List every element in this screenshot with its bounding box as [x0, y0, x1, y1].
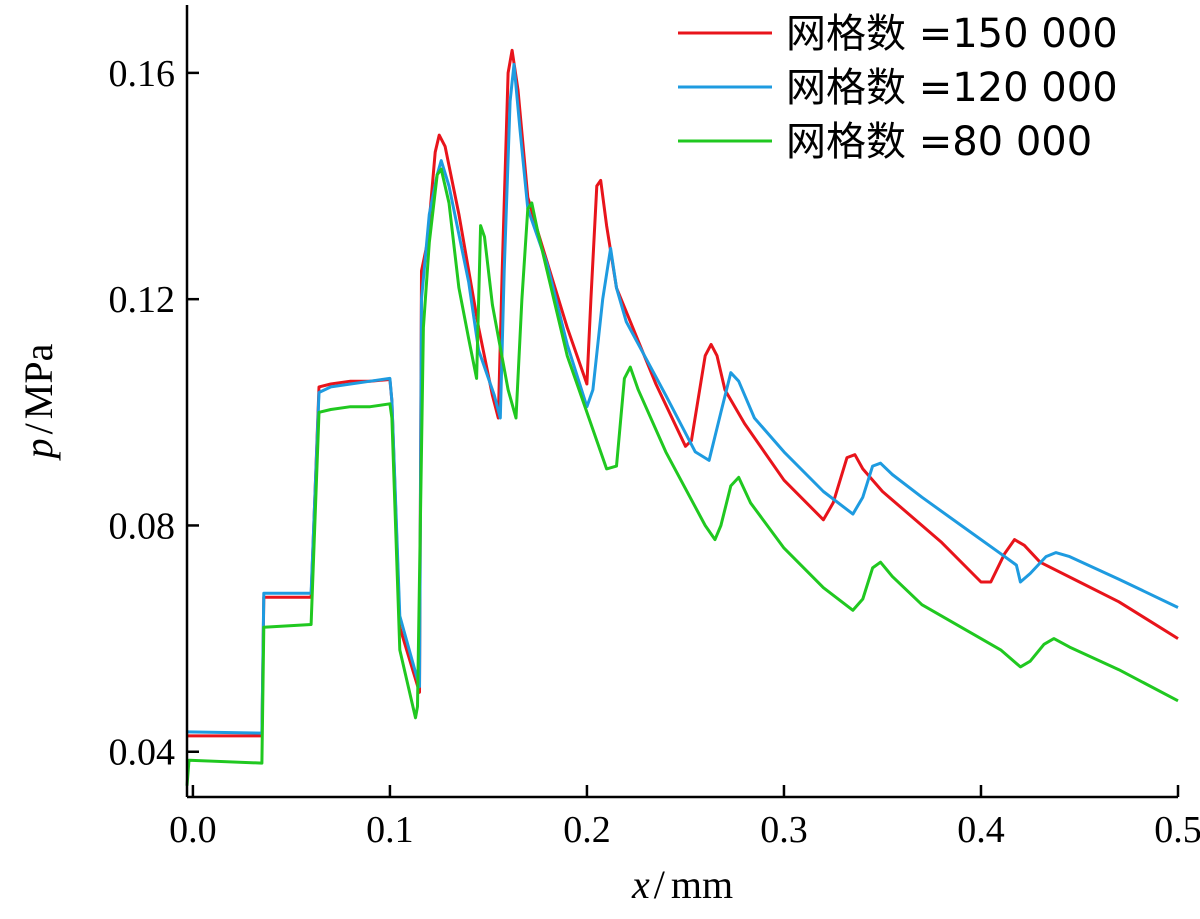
- x-axis-variable: x: [631, 862, 650, 907]
- x-tick-label: 0.0: [169, 809, 217, 851]
- x-axis-title: x / mm: [631, 862, 733, 907]
- legend: 网格数 =150 000 网格数 =120 000 网格数 =80 000: [678, 11, 1118, 165]
- series-line-3: [185, 167, 1179, 786]
- y-axis-title: p / MPa: [16, 343, 61, 461]
- x-tick-label: 0.4: [957, 809, 1005, 851]
- y-tick-label: 0.16: [109, 53, 176, 95]
- y-tick-label: 0.12: [109, 279, 176, 321]
- x-tick-label: 0.5: [1154, 809, 1200, 851]
- x-axis-separator: /: [654, 862, 666, 907]
- y-axis-separator: /: [16, 422, 61, 434]
- legend-label-3: 网格数 =80 000: [786, 119, 1092, 165]
- x-ticks: 0.0 0.1 0.2 0.3 0.4 0.5: [169, 785, 1200, 851]
- plot-lines: [185, 48, 1179, 786]
- legend-label-2: 网格数 =120 000: [786, 65, 1118, 111]
- x-tick-label: 0.3: [760, 809, 808, 851]
- y-axis-variable: p: [16, 438, 61, 461]
- y-tick-label: 0.08: [109, 505, 176, 547]
- x-tick-label: 0.2: [563, 809, 611, 851]
- legend-label-1: 网格数 =150 000: [786, 11, 1118, 57]
- y-tick-label: 0.04: [109, 732, 176, 774]
- x-axis-unit: mm: [671, 862, 733, 907]
- y-axis-unit: MPa: [16, 343, 61, 419]
- axes: 0.0 0.1 0.2 0.3 0.4 0.5 0.04 0.08 0.12 0.16: [109, 5, 1200, 851]
- y-ticks: 0.04 0.08 0.12 0.16: [109, 53, 199, 774]
- x-tick-label: 0.1: [366, 809, 414, 851]
